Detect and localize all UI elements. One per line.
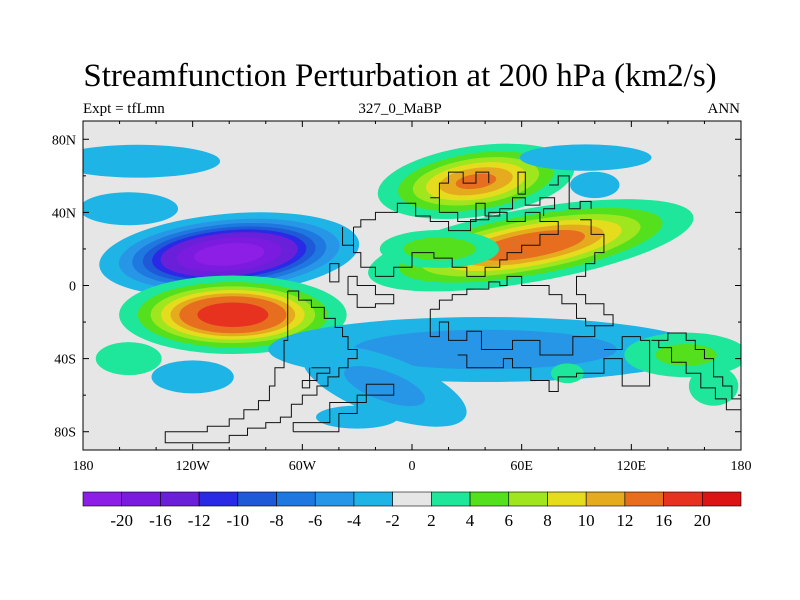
colorbar-swatch: [431, 491, 471, 507]
colorbar-label: -20: [110, 511, 133, 530]
x-tick-label: 60W: [289, 459, 317, 474]
colorbar-label: -4: [347, 511, 362, 530]
x-tick-label: 60E: [510, 459, 533, 474]
coastline-segment: [292, 383, 395, 433]
coastline-segment: [164, 290, 358, 444]
colorbar-label: -2: [386, 511, 400, 530]
x-tick-label: 180: [731, 459, 752, 474]
contour-south-atlantic-low-level--4: [344, 365, 426, 407]
contour-high-lat-low-west-level--2: [83, 192, 179, 226]
colorbar-swatch: [314, 491, 355, 507]
subtitle-center: 327_0_MaBP: [358, 101, 442, 117]
subtitle-left: Expt = tfLmn: [83, 101, 165, 117]
colorbar-swatch: [663, 491, 703, 507]
colorbar-label: 12: [616, 511, 633, 530]
colorbar-swatch: [624, 491, 664, 507]
colorbar-swatch: [585, 491, 626, 507]
colorbar-label: -10: [226, 511, 249, 530]
colorbar-label: 4: [466, 511, 475, 530]
colorbar-swatch: [392, 491, 432, 507]
y-tick-label: 0: [69, 280, 76, 295]
colorbar-swatch: [198, 491, 239, 507]
colorbar-swatch: [701, 491, 742, 507]
coastline-segment: [347, 275, 395, 308]
coastline-segment: [342, 227, 354, 246]
colorbar-label: 2: [427, 511, 436, 530]
colorbar-swatch: [82, 491, 123, 507]
colorbar-label: -16: [149, 511, 172, 530]
colorbar-swatch: [547, 491, 587, 507]
coastline-segment: [329, 263, 340, 283]
coastline-segment: [549, 175, 592, 210]
colorbar-label: 10: [578, 511, 595, 530]
y-tick-label: 80S: [54, 426, 76, 441]
x-tick-label: 120W: [176, 459, 211, 474]
colorbar-label: 8: [543, 511, 552, 530]
contour-south-pacific-low-level--2: [316, 405, 399, 429]
colorbar-swatch: [160, 491, 200, 507]
coastline-segment: [353, 202, 559, 277]
colorbar-label: -8: [269, 511, 283, 530]
field-contours: [83, 121, 741, 450]
colorbar-label: -12: [188, 511, 211, 530]
colorbar: -20 -16 -12 -10 -8 -6 -4 -2 2 4 6 8 10 12 16 20: [82, 491, 742, 530]
coastline-segment: [457, 336, 651, 393]
contour-west-pacific-high-level-2: [95, 342, 162, 376]
contour-arctic-low-band-level--2: [83, 144, 221, 178]
x-tick-label: 120E: [617, 459, 647, 474]
contour-asia-high-west-level-4: [403, 237, 476, 261]
contour-far-sw-low-level--2: [151, 360, 234, 394]
colorbar-swatch: [276, 491, 316, 507]
contour-north-east-low-level--2: [570, 171, 620, 199]
contour-pacific-high-sh-level-16: [197, 302, 269, 327]
colorbar-swatch: [353, 491, 393, 507]
coastline-segment: [576, 219, 614, 327]
continent-outline: [164, 171, 741, 444]
colorbar-swatch: [469, 491, 510, 507]
coastline-segment: [429, 275, 596, 356]
y-tick-label: 40S: [54, 353, 76, 368]
coastline-segment: [430, 197, 556, 223]
axes: 180 120W 60W 0 60E 120E 180 80N 40N 0 40S 80S: [52, 121, 752, 474]
x-tick-label: 0: [409, 459, 416, 474]
contour-arctic-low-east-level--2: [519, 144, 652, 171]
chart-title: Streamfunction Perturbation at 200 hPa (…: [83, 58, 717, 94]
y-tick-label: 40N: [52, 206, 76, 221]
colorbar-label: 6: [505, 511, 514, 530]
coastline-segment: [651, 332, 741, 411]
colorbar-label: 20: [694, 511, 711, 530]
colorbar-swatch: [121, 491, 161, 507]
contour-pacific-low-nh-level--20: [194, 243, 265, 266]
colorbar-swatch: [508, 491, 548, 507]
colorbar-label: 16: [655, 511, 672, 530]
contour-south-mid-high-level-2: [550, 363, 584, 384]
subtitle-right: ANN: [707, 101, 741, 117]
y-tick-label: 80N: [52, 133, 76, 148]
coastline-segment: [517, 171, 526, 195]
coastline-segment: [438, 171, 490, 198]
x-tick-label: 180: [73, 459, 94, 474]
coastline-segment: [301, 367, 331, 389]
colorbar-label: -6: [308, 511, 322, 530]
colorbar-swatch: [237, 491, 277, 507]
